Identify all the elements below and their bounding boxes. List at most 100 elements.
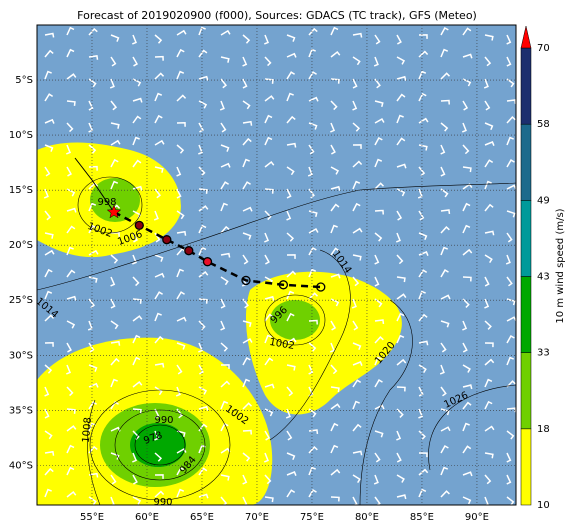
wind-barb — [44, 210, 52, 221]
wind-barb — [220, 400, 229, 410]
wind-barb — [264, 383, 275, 389]
x-tick-label: 90°E — [465, 512, 489, 523]
wind-barb — [286, 188, 292, 199]
wind-barb — [44, 166, 51, 177]
wind-barb — [242, 120, 253, 126]
wind-barb — [66, 100, 76, 106]
wind-barb — [462, 401, 472, 410]
wind-barb — [330, 273, 341, 279]
wind-barb — [132, 315, 143, 322]
isobar-label: 990 — [153, 497, 172, 508]
colorbar-label: 10 m wind speed (m/s) — [555, 208, 566, 323]
wind-barb — [176, 48, 185, 58]
wind-barb — [220, 380, 231, 388]
wind-barb — [44, 408, 50, 419]
wind-barb — [352, 100, 358, 111]
colorbar-segment — [520, 352, 532, 430]
wind-barb — [484, 34, 494, 41]
wind-barb — [132, 430, 140, 441]
wind-barb — [110, 139, 121, 146]
wind-barb — [329, 342, 335, 353]
x-tick-label: 85°E — [410, 512, 434, 523]
wind-barb — [110, 180, 119, 190]
wind-barb — [198, 49, 208, 58]
wind-barb — [110, 378, 118, 388]
wind-barb — [506, 452, 512, 463]
wind-barb — [88, 54, 99, 60]
x-tick-label: 75°E — [300, 512, 324, 523]
wind-barb — [110, 320, 119, 330]
wind-barb — [110, 340, 121, 346]
map-area — [37, 25, 516, 505]
colorbar-segment — [520, 428, 532, 506]
wind-barb — [44, 467, 54, 476]
wind-barb — [264, 34, 269, 45]
wind-barb — [308, 71, 317, 80]
wind-barb — [176, 268, 184, 278]
wind-barb — [352, 78, 358, 89]
wind-barb — [154, 139, 165, 146]
wind-barb — [461, 122, 467, 133]
wind-barb — [418, 488, 427, 498]
wind-barb — [330, 320, 337, 331]
wind-barb — [88, 445, 98, 454]
wind-barb — [132, 159, 142, 168]
wind-barb — [264, 357, 274, 366]
wind-barb — [374, 298, 383, 308]
wind-barb — [66, 73, 77, 80]
wind-barb — [176, 144, 185, 154]
wind-barb — [220, 56, 230, 63]
wind-barb — [110, 56, 117, 67]
tc-position — [184, 246, 194, 256]
wind-barb — [264, 232, 270, 243]
wind-barb — [176, 342, 186, 350]
wind-barb — [66, 466, 75, 476]
wind-barb — [374, 276, 380, 287]
wind-barb — [88, 422, 96, 432]
wind-barb — [374, 158, 383, 168]
wind-barb — [330, 247, 340, 256]
wind-barb — [440, 342, 447, 353]
wind-barb — [220, 447, 231, 454]
wind-barb — [132, 232, 138, 243]
wind-barb — [198, 270, 209, 278]
wind-barb — [418, 386, 424, 397]
colorbar-segment — [520, 47, 532, 125]
wind-barb — [132, 276, 140, 287]
wind-barb — [374, 404, 385, 410]
wind-barb — [176, 488, 185, 498]
wind-barb — [242, 356, 251, 366]
wind-barb — [374, 34, 381, 45]
wind-barb — [440, 466, 449, 476]
wind-barb — [506, 99, 516, 105]
wind-barb — [484, 141, 495, 146]
wind-barb — [462, 27, 472, 36]
wind-barb — [154, 430, 160, 441]
wind-barb — [352, 56, 361, 66]
wind-barb — [176, 94, 187, 102]
wind-barb — [176, 447, 187, 454]
wind-barb — [88, 165, 98, 171]
colorbar-tick-label: 70 — [537, 43, 550, 54]
wind-barb — [439, 364, 445, 375]
wind-barb — [154, 34, 163, 44]
wind-barb — [352, 227, 363, 234]
wind-barb — [198, 364, 204, 375]
wind-barb — [440, 144, 446, 155]
wind-barb — [110, 401, 119, 410]
wind-barb — [242, 158, 250, 168]
wind-barb — [483, 78, 489, 89]
wind-barb — [462, 100, 469, 111]
colorbar-tick-label: 18 — [537, 424, 550, 435]
wind-barb — [374, 117, 385, 124]
wind-barb — [308, 319, 318, 325]
wind-barb — [264, 474, 272, 485]
wind-barb — [352, 450, 363, 456]
wind-barb — [176, 70, 185, 80]
wind-barb — [242, 298, 249, 309]
y-tick-label: 20°S — [9, 240, 33, 251]
wind-barb — [440, 48, 449, 58]
wind-barb — [506, 56, 512, 67]
wind-barb — [198, 320, 206, 331]
wind-barb — [176, 230, 187, 236]
